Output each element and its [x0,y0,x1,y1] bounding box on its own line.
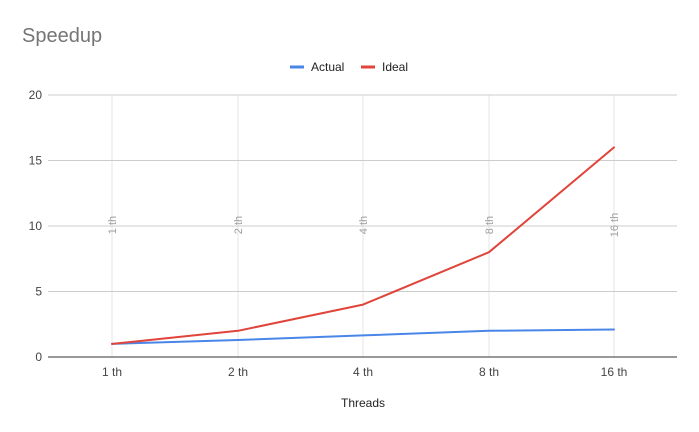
x-tick-label: 1 th [102,365,122,379]
x-axis-title: Threads [341,396,385,410]
x-tick-label: 2 th [228,365,248,379]
series-line-actual [111,328,615,345]
x-tick-label: 16 th [601,365,628,379]
legend-label-ideal: Ideal [382,60,408,74]
vertical-line-label: 1 th [107,216,119,234]
y-tick-label: 15 [29,154,43,168]
y-tick-label: 10 [29,219,43,233]
y-tick-label: 20 [29,88,43,102]
vertical-line-label: 2 th [233,216,245,234]
legend-label-actual: Actual [311,60,344,74]
legend: Actual Ideal [290,60,408,74]
chart-title: Speedup [22,25,102,47]
vertical-line-label: 16 th [609,213,621,237]
vertical-line-label: 4 th [358,216,370,234]
x-tick-label: 4 th [353,365,373,379]
y-tick-label: 5 [35,285,42,299]
x-tick-label: 8 th [479,365,499,379]
series-line-ideal [111,146,615,345]
y-tick-label: 0 [35,350,42,364]
plot-area: 0 5 10 15 20 1 th 2 th 4 th 8 th 16 th 1 th 2 th 4 t… [29,88,677,379]
vertical-line-label: 8 th [484,216,496,234]
